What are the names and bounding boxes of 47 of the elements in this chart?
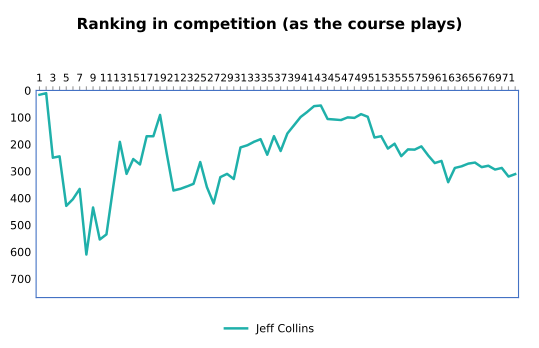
x-tick-label: 39	[288, 74, 300, 82]
legend-label: Jeff Collins	[255, 324, 314, 334]
x-tick-label: 15	[128, 74, 139, 82]
x-tick-label: 31	[234, 74, 246, 82]
x-tick-label: 41	[301, 74, 314, 82]
x-tick-label: 23	[181, 74, 193, 82]
x-tick-label: 21	[168, 74, 180, 82]
x-tick-label: 43	[314, 74, 327, 82]
x-tick-label: 35	[261, 74, 273, 82]
y-tick-label: 100	[11, 113, 31, 122]
y-tick-label: 300	[10, 167, 31, 176]
x-tick-label: 37	[274, 74, 286, 82]
y-tick-label: 600	[10, 248, 31, 256]
y-tick-label: 700	[10, 274, 31, 284]
x-tick-label: 9	[90, 74, 96, 82]
x-tick-label: 51	[368, 74, 380, 82]
x-tick-label: 63	[448, 74, 461, 82]
x-tick-label: 17	[141, 74, 152, 82]
x-tick-label: 27	[208, 74, 220, 82]
x-tick-label: 1	[37, 74, 42, 82]
x-tick-label: 59	[422, 74, 434, 82]
y-tick-label: 400	[10, 194, 31, 202]
x-tick-label: 71	[502, 74, 514, 82]
x-tick-label: 47	[342, 74, 354, 82]
chart-title: Ranking in competition (as the course plays)	[78, 17, 462, 32]
x-tick-label: 19	[154, 74, 166, 82]
y-tick-label: 200	[10, 140, 31, 149]
x-tick-label: 65	[462, 74, 474, 82]
x-tick-label: 29	[221, 74, 233, 82]
x-tick-label: 3	[50, 74, 56, 82]
x-tick-label: 25	[194, 74, 206, 82]
x-tick-label: 49	[354, 74, 367, 82]
x-tick-label: 7	[77, 74, 82, 82]
y-tick-label: 500	[10, 220, 31, 230]
line-series	[38, 92, 516, 256]
x-tick-label: 45	[328, 74, 340, 82]
x-tick-label: 61	[436, 74, 448, 82]
x-tick-label: 11	[100, 74, 112, 82]
x-tick-label: 5	[64, 74, 69, 82]
x-tick-label: 69	[489, 74, 501, 82]
x-tick-label: 67	[476, 74, 488, 82]
x-tick-label: 55	[395, 74, 407, 82]
x-tick-label: 53	[382, 74, 394, 82]
y-tick-label: 0	[24, 86, 31, 95]
x-tick-label: 13	[114, 74, 126, 82]
x-tick-label: 57	[408, 74, 420, 82]
x-tick-label: 33	[248, 74, 260, 82]
